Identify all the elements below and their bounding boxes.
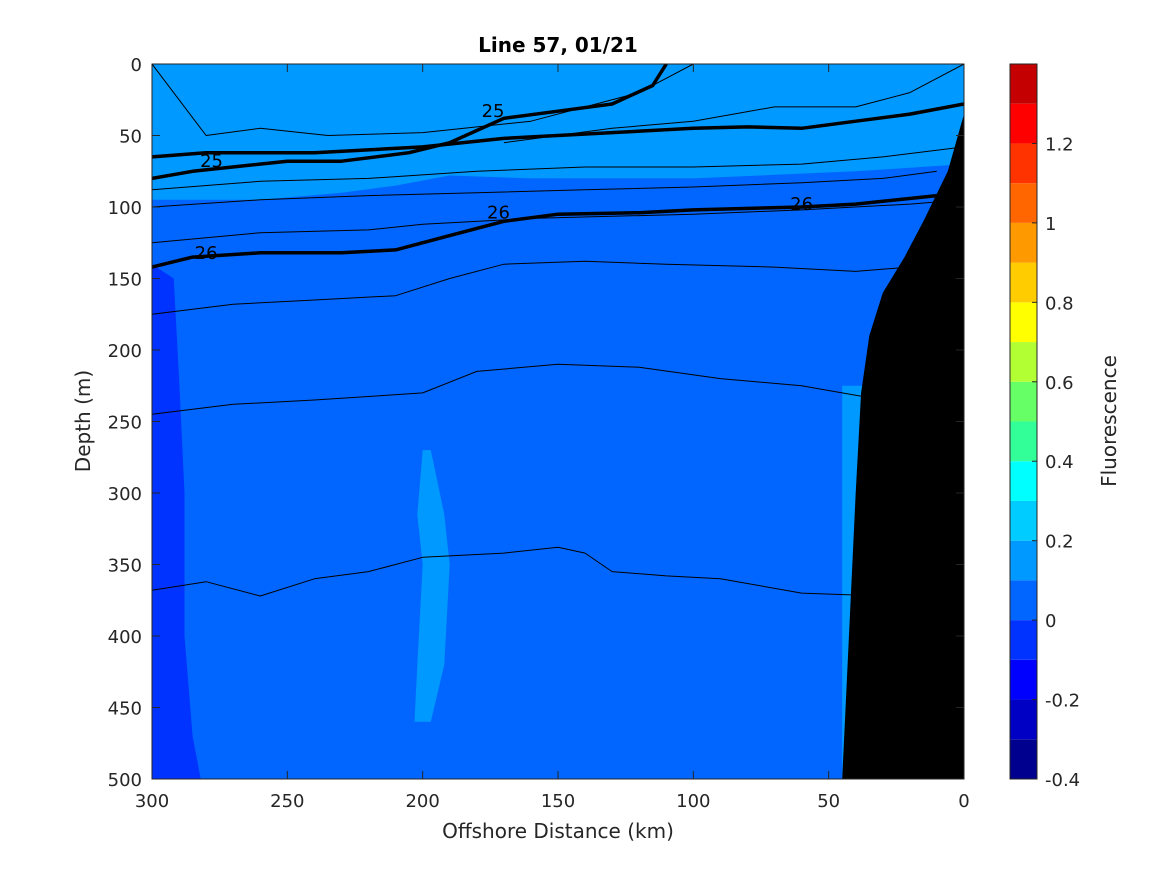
colorbar-segment-14 bbox=[1010, 183, 1037, 223]
fill-region-15 bbox=[152, 264, 201, 779]
colorbar-segment-1 bbox=[1010, 699, 1037, 740]
contour-label-3: 26 bbox=[790, 194, 813, 215]
fluorescence-fill-layer bbox=[152, 64, 964, 779]
land-mask-layer bbox=[842, 114, 964, 779]
contour-line-3 bbox=[152, 146, 964, 191]
contour-label-4: 26 bbox=[195, 243, 218, 264]
colorbar-segment-8 bbox=[1010, 421, 1037, 462]
chart-title: Line 57, 01/21 bbox=[478, 33, 638, 57]
colorbar-segment-16 bbox=[1010, 103, 1037, 144]
y-axis: 0 50 100 150 200 250 300 350 400 450 500 bbox=[108, 55, 964, 791]
density-contour-layer bbox=[152, 64, 964, 597]
fill-region-0 bbox=[152, 64, 964, 779]
contour-line-10 bbox=[503, 64, 964, 144]
x-tick-label: 50 bbox=[817, 791, 840, 812]
colorbar-segment-6 bbox=[1010, 500, 1037, 541]
contour-line-2 bbox=[152, 102, 964, 159]
contour-line-9 bbox=[152, 546, 883, 597]
colorbar-segment-17 bbox=[1010, 64, 1037, 104]
colorbar-tick-label: 0.8 bbox=[1045, 293, 1074, 314]
colorbar-segment-4 bbox=[1010, 580, 1037, 621]
y-tick-label: 50 bbox=[119, 127, 142, 148]
colorbar-segment-2 bbox=[1010, 659, 1037, 700]
contour-line-7 bbox=[152, 260, 910, 315]
colorbar-segment-15 bbox=[1010, 143, 1037, 184]
colorbar-frame bbox=[1009, 63, 1038, 780]
colorbar-segment-12 bbox=[1010, 262, 1037, 303]
fill-region-12 bbox=[152, 64, 964, 200]
x-tick-label: 150 bbox=[541, 791, 575, 812]
x-tick-label: 200 bbox=[405, 791, 439, 812]
land-mask bbox=[842, 114, 964, 779]
x-tick-label: 250 bbox=[270, 791, 304, 812]
y-tick-label: 150 bbox=[108, 270, 142, 291]
colorbar-segment-0 bbox=[1010, 739, 1037, 779]
y-tick-label: 400 bbox=[108, 627, 142, 648]
contour-line-6 bbox=[152, 193, 964, 269]
colorbar-segment-9 bbox=[1010, 381, 1037, 422]
colorbar-segment-13 bbox=[1010, 222, 1037, 263]
x-axis-title: Offshore Distance (km) bbox=[442, 819, 674, 843]
colorbar-tick-label: 0 bbox=[1045, 611, 1056, 632]
y-tick-label: 100 bbox=[108, 198, 142, 219]
colorbar-segment-7 bbox=[1010, 461, 1037, 501]
colorbar-segment-11 bbox=[1010, 302, 1037, 343]
colorbar-tick-label: -0.2 bbox=[1045, 691, 1080, 712]
contour-label-2: 26 bbox=[487, 203, 510, 224]
y-axis-title: Depth (m) bbox=[71, 370, 95, 472]
contour-label-0: 25 bbox=[482, 101, 505, 122]
y-tick-label: 450 bbox=[108, 699, 142, 720]
colorbar-segment-5 bbox=[1010, 540, 1037, 581]
colorbar-tick-label: 1.2 bbox=[1045, 134, 1074, 155]
x-tick-label: 0 bbox=[958, 791, 969, 812]
colorbar-tick-label: 1 bbox=[1045, 214, 1056, 235]
colorbar: -0.4 -0.2 0 0.2 0.4 0.6 0.8 1 1.2 bbox=[1009, 63, 1080, 791]
x-tick-label: 100 bbox=[676, 791, 710, 812]
contour-line-4 bbox=[152, 170, 937, 208]
x-axis: 300 250 200 150 100 50 0 bbox=[135, 64, 970, 812]
y-tick-label: 0 bbox=[131, 55, 142, 76]
x-tick-label: 300 bbox=[135, 791, 169, 812]
contour-label-1: 25 bbox=[200, 151, 223, 172]
y-tick-label: 200 bbox=[108, 341, 142, 362]
colorbar-segment-3 bbox=[1010, 620, 1037, 660]
colorbar-segment-10 bbox=[1010, 342, 1037, 382]
colorbar-label: Fluorescence bbox=[1097, 355, 1121, 487]
fill-region-14 bbox=[414, 450, 450, 722]
contour-line-0 bbox=[152, 64, 694, 136]
colorbar-tick-label: 0.2 bbox=[1045, 532, 1074, 553]
colorbar-tick-label: 0.6 bbox=[1045, 373, 1074, 394]
y-tick-label: 500 bbox=[108, 770, 142, 791]
plot-area: 25 25 26 26 26 bbox=[152, 64, 964, 779]
y-tick-label: 300 bbox=[108, 484, 142, 505]
contour-label-layer: 25 25 26 26 26 bbox=[195, 101, 813, 264]
y-tick-label: 250 bbox=[108, 413, 142, 434]
colorbar-tick-label: -0.4 bbox=[1045, 770, 1080, 791]
y-tick-label: 350 bbox=[108, 556, 142, 577]
contour-line-8 bbox=[152, 363, 883, 415]
colorbar-tick-label: 0.4 bbox=[1045, 452, 1074, 473]
